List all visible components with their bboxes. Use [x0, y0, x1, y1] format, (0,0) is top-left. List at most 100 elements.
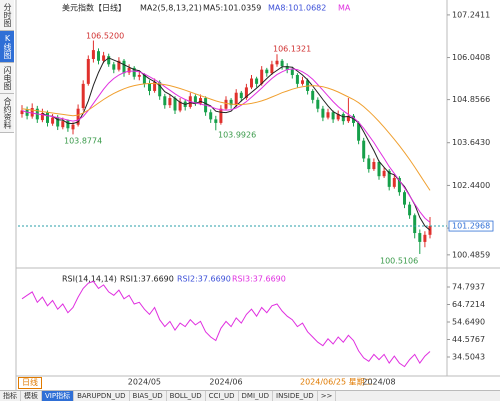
tab[interactable]: DMI_UD [239, 391, 274, 401]
candle-body [275, 60, 279, 65]
panel-title: 美元指数【日线】 [62, 3, 126, 13]
candle-body [295, 74, 299, 84]
y-tick-label: 54.6490 [452, 317, 485, 326]
candle-body [311, 90, 315, 100]
bottom-tabs: 指标 模板 VIP指标 BARUPDN_UD BIAS_UD BOLL_UD C… [0, 390, 500, 401]
candle-body [229, 99, 233, 106]
candle-body [163, 96, 167, 106]
candle-body [321, 108, 325, 118]
y-tick-label: 107.2411 [452, 10, 490, 19]
legend-entry: RSI2:37.6690 [177, 275, 231, 284]
candle-body [382, 170, 386, 177]
indicator-name: MA2(5,8,13,21) [140, 4, 202, 13]
extreme-label: 106.1321 [273, 45, 311, 54]
tab[interactable]: INSIDE_UD [273, 391, 318, 401]
tab[interactable]: BIAS_UD [130, 391, 167, 401]
x-tick-label: 2024/05 [128, 378, 161, 387]
extreme-label: 106.5200 [86, 32, 124, 41]
candle-body [423, 234, 427, 242]
candle-body [316, 99, 320, 109]
extreme-label: 103.9926 [218, 131, 256, 140]
legend-entry: MA5:101.0359 [203, 4, 261, 13]
candle-body [81, 83, 85, 109]
candle-body [387, 170, 391, 187]
candle-body [234, 92, 238, 106]
tab[interactable]: 指标 [0, 391, 21, 401]
candle-body [86, 58, 90, 84]
candle-body [61, 121, 65, 128]
candle-body [428, 226, 432, 235]
candle-body [326, 112, 330, 118]
extreme-label: 100.5106 [380, 257, 418, 266]
candle-body [260, 69, 264, 84]
candle-body [127, 67, 131, 73]
side-tabs: 分时图 K线图 闪电图 合约资料 [0, 0, 15, 133]
y-tick-label: 74.7937 [452, 283, 485, 292]
candle-body [352, 115, 355, 123]
candle-body [214, 119, 218, 123]
x-tick-label: 2024/08 [362, 378, 395, 387]
candle-body [199, 98, 202, 104]
tab[interactable]: VIP指标 [42, 391, 75, 401]
candle-body [372, 161, 376, 170]
tab[interactable]: BARUPDN_UD [74, 391, 130, 401]
candle-body [173, 98, 177, 111]
side-tab[interactable]: 闪电图 [0, 63, 14, 94]
crosshair-date: 2024/06/25 星期二 [300, 378, 373, 387]
legend-entry: MA8:101.0682 [268, 4, 326, 13]
side-tab[interactable]: K线图 [0, 31, 14, 63]
panel-title: RSI(14,14,14) [62, 275, 117, 284]
tab[interactable]: >> [318, 391, 337, 401]
indicator-line [21, 280, 431, 368]
y-tick-label: 102.4400 [452, 181, 490, 190]
candle-body [336, 114, 340, 120]
candle-body [132, 67, 136, 77]
candle-body [418, 233, 422, 242]
candle-body [30, 108, 34, 117]
candle-body [122, 60, 126, 74]
candle-body [377, 161, 381, 177]
candle-body [51, 117, 55, 124]
candle-body [367, 158, 371, 170]
y-tick-label: 100.4859 [452, 250, 490, 259]
candle-body [346, 115, 350, 122]
candle-body [193, 96, 197, 104]
candle-body [209, 112, 213, 120]
y-tick-label: 106.0408 [452, 53, 490, 62]
tab[interactable]: CCI_UD [206, 391, 239, 401]
legend-entry: RSI1:37.6690 [120, 275, 174, 284]
candle-body [392, 177, 396, 187]
tab[interactable]: 模板 [21, 391, 42, 401]
candle-body [168, 98, 172, 106]
candle-body [66, 120, 70, 129]
side-tab[interactable]: 分时图 [0, 0, 14, 31]
candle-body [413, 215, 417, 234]
x-tick-label: 2024/06 [209, 378, 242, 387]
side-tab[interactable]: 合约资料 [0, 94, 14, 133]
candle-body [270, 64, 274, 74]
candle-body [97, 51, 100, 61]
candle-body [71, 124, 75, 130]
y-tick-label: 104.8566 [452, 95, 490, 104]
candle-body [301, 80, 304, 84]
candle-body [250, 78, 253, 88]
candle-body [224, 99, 228, 109]
candle-body [331, 112, 335, 120]
legend-entry: MA [338, 4, 351, 13]
candle-body [265, 69, 269, 74]
candle-body [397, 177, 401, 193]
candle-body [408, 204, 412, 216]
candle-body [280, 60, 284, 67]
candle-body [153, 82, 157, 91]
extreme-label: 103.8774 [64, 137, 102, 146]
candle-body [290, 69, 294, 75]
candle-body [142, 74, 146, 84]
candle-body [357, 122, 361, 141]
candle-body [107, 56, 111, 65]
period-button[interactable]: 日线 [18, 377, 42, 389]
candle-body [91, 50, 95, 59]
candle-body [158, 82, 162, 97]
candle-body [102, 55, 106, 61]
tab[interactable]: BOLL_UD [167, 391, 206, 401]
